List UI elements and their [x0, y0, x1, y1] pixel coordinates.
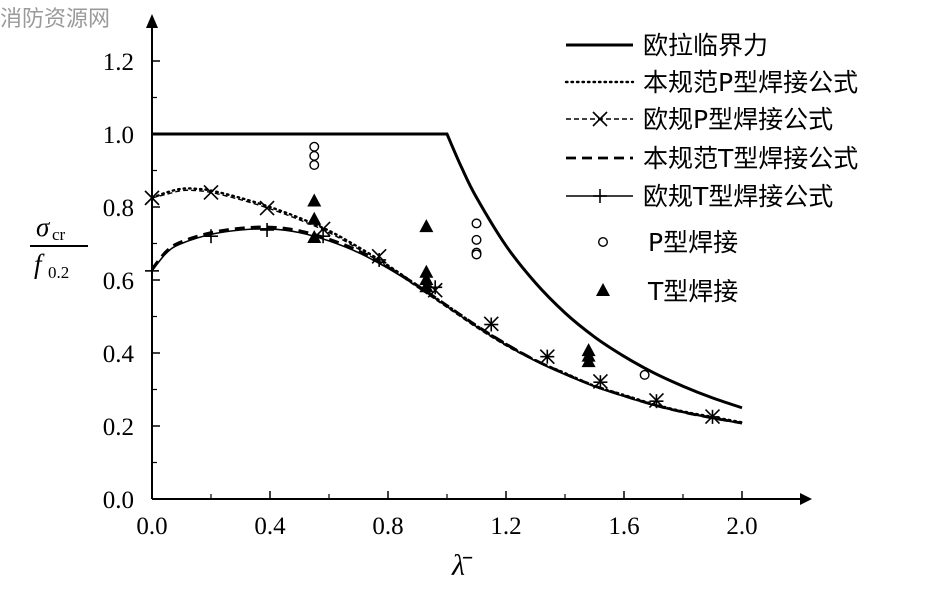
data-point-triangle: [307, 211, 322, 225]
y-tick-label: 0.4: [103, 341, 135, 368]
legend-label: 欧拉临界力: [643, 31, 768, 60]
y-tick-label: 0.0: [103, 487, 134, 514]
cross-stroke: [315, 221, 331, 237]
legend-marker: [598, 236, 609, 247]
data-point-circle: [471, 249, 482, 260]
data-point-circle: [309, 150, 320, 161]
legend-label: 本规范P型焊接公式: [643, 68, 858, 97]
data-point-triangle: [581, 354, 596, 368]
x-tick-label: 1.2: [490, 513, 521, 540]
plot-area: [144, 132, 744, 425]
y-label-numerator-sub: cr: [52, 225, 66, 244]
y-tick-label: 0.8: [103, 195, 134, 222]
legend-label: 欧规P型焊接公式: [643, 105, 833, 134]
y-tick-label: 0.6: [103, 268, 134, 295]
data-point-circle: [309, 160, 320, 171]
legend-marker: [596, 283, 610, 296]
series-marker-plus: [484, 317, 499, 332]
legend-label: 本规范T型焊接公式: [643, 144, 858, 173]
x-axis-label: λ̄: [451, 549, 473, 582]
data-point-triangle: [307, 230, 322, 244]
x-tick-label: 0.4: [254, 513, 286, 540]
data-point-circle: [639, 369, 650, 380]
y-label-denominator-sub: 0.2: [48, 263, 69, 282]
watermark: 消防资源网: [0, 7, 110, 32]
y-label-denominator: f: [34, 249, 45, 279]
series-marker-plus: [649, 394, 664, 409]
data-point-circle: [471, 218, 482, 229]
y-tick-label: 0.2: [103, 414, 134, 441]
series-line-0: [152, 132, 743, 410]
data-point-circle: [471, 234, 482, 245]
legend-marker: [593, 189, 607, 203]
axes: [146, 14, 812, 505]
y-tick-label: 1.0: [103, 122, 134, 149]
legend-marker: [592, 111, 608, 127]
series-marker-plus: [204, 229, 218, 244]
y-tick-label: 1.2: [103, 49, 134, 76]
data-point-triangle: [419, 279, 434, 293]
data-point-triangle: [419, 264, 434, 278]
y-label-numerator: σ: [36, 212, 51, 242]
series-line-4: [151, 227, 743, 425]
x-tick-label: 0.8: [372, 513, 403, 540]
cross-stroke: [592, 111, 608, 127]
series-marker-plus: [705, 409, 720, 424]
x-tick-label: 1.6: [608, 513, 639, 540]
legend-label: 欧规T型焊接公式: [643, 182, 833, 211]
legend-label: P型焊接: [648, 228, 738, 257]
series-line-3: [150, 225, 743, 425]
series-marker-plus: [593, 375, 608, 390]
y-axis-arrow: [146, 14, 158, 28]
cross-stroke: [144, 190, 160, 206]
data-point-triangle: [419, 219, 434, 233]
series-marker-plus: [316, 229, 331, 244]
series-marker-plus: [372, 252, 387, 267]
series-marker-plus: [260, 222, 275, 237]
cross-stroke: [203, 184, 219, 200]
x-axis-arrow: [800, 493, 812, 505]
series-marker-cross: [203, 184, 219, 200]
series-marker-cross: [259, 200, 275, 216]
data-point-triangle: [307, 193, 322, 207]
data-point-circle: [309, 141, 320, 152]
y-axis-label: σ cr f 0.2: [30, 212, 88, 282]
series-marker-plus: [540, 349, 555, 364]
ticks: 0.0 0.4 0.8 1.2 1.6 2.0 0.0 0.2 0.4 0.6 0.8 1.0 1.2: [103, 49, 758, 540]
legend-label: T型焊接: [647, 277, 738, 306]
series-marker-cross: [144, 190, 160, 206]
x-tick-label: 0.0: [136, 513, 167, 540]
x-tick-label: 2.0: [726, 513, 757, 540]
series-marker-plus: [145, 263, 159, 278]
data-point-triangle: [419, 272, 434, 285]
cross-stroke: [259, 200, 275, 216]
